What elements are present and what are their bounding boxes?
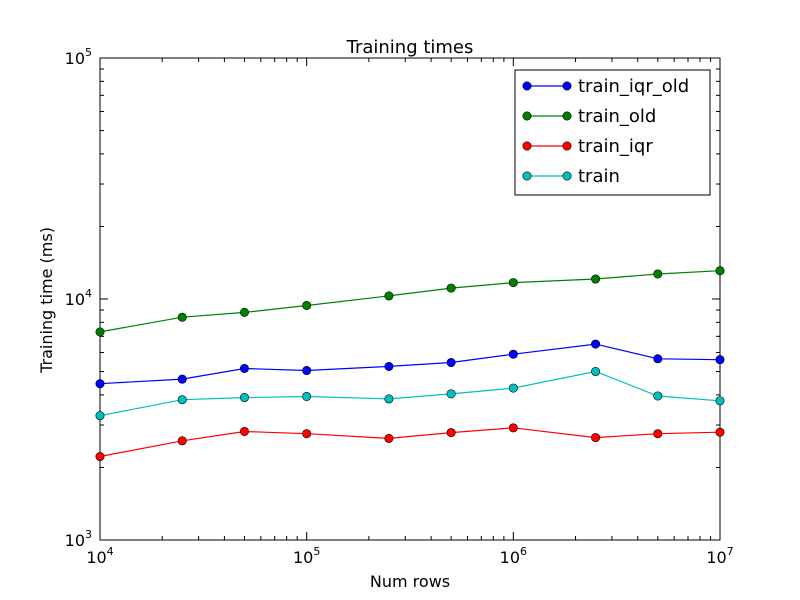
data-point (95, 452, 105, 462)
data-point (239, 426, 249, 436)
data-point (715, 355, 725, 365)
series-line (99, 270, 721, 333)
legend-label: train_old (578, 106, 656, 127)
y-tick-label: 105 (65, 46, 92, 68)
data-point (177, 436, 187, 446)
data-point (177, 374, 187, 384)
data-point (653, 429, 663, 439)
series-train_iqr_old (95, 339, 725, 389)
chart-title: Training times (346, 37, 474, 58)
series-line (99, 370, 721, 417)
data-point (446, 358, 456, 368)
data-point (446, 389, 456, 399)
data-point (715, 427, 725, 437)
data-point (508, 349, 518, 359)
data-point (591, 367, 601, 377)
data-point (302, 366, 312, 376)
y-tick-label: 103 (65, 528, 92, 550)
x-tick-label: 105 (293, 545, 320, 567)
data-point (715, 266, 725, 276)
x-tick-label: 104 (86, 545, 113, 567)
data-point (239, 393, 249, 403)
data-point (384, 361, 394, 371)
legend-box (514, 69, 711, 196)
series-train_iqr (95, 423, 725, 462)
data-point (591, 433, 601, 443)
legend-marker (562, 171, 572, 181)
data-point (446, 428, 456, 438)
data-point (384, 433, 394, 443)
x-tick-label: 106 (500, 545, 527, 567)
x-axis-title: Num rows (370, 572, 450, 591)
plot-area: 104 105 106 107103104105train_iqr_oldtrain_… (65, 46, 734, 567)
data-point (653, 354, 663, 364)
data-point (591, 274, 601, 284)
y-tick-label: 104 (65, 287, 92, 309)
data-point (239, 363, 249, 373)
series-line (99, 343, 721, 385)
x-tick-label: 107 (706, 545, 733, 567)
data-point (239, 307, 249, 317)
series-train_old (95, 266, 725, 337)
legend-marker (562, 81, 572, 91)
series-train (95, 367, 725, 421)
data-point (95, 327, 105, 337)
data-point (302, 300, 312, 310)
data-point (95, 411, 105, 421)
data-point (302, 391, 312, 401)
data-point (302, 429, 312, 439)
legend-marker (522, 111, 532, 121)
data-point (715, 396, 725, 406)
data-point (508, 423, 518, 433)
data-point (384, 394, 394, 404)
series-line (99, 427, 721, 458)
legend-marker (562, 111, 572, 121)
data-point (95, 379, 105, 389)
legend-marker (562, 141, 572, 151)
legend-marker (522, 81, 532, 91)
data-point (591, 339, 601, 349)
legend-label: train_iqr (578, 136, 653, 157)
data-point (653, 391, 663, 401)
data-point (446, 283, 456, 293)
data-point (177, 312, 187, 322)
legend-label: train (578, 166, 620, 187)
data-point (653, 269, 663, 279)
legend-label: train_iqr_old (578, 76, 689, 97)
legend-marker (522, 171, 532, 181)
data-point (508, 383, 518, 393)
data-point (177, 395, 187, 405)
data-point (508, 278, 518, 288)
data-point (384, 291, 394, 301)
legend-marker (522, 141, 532, 151)
y-axis-title: Training time (ms) (37, 227, 56, 374)
